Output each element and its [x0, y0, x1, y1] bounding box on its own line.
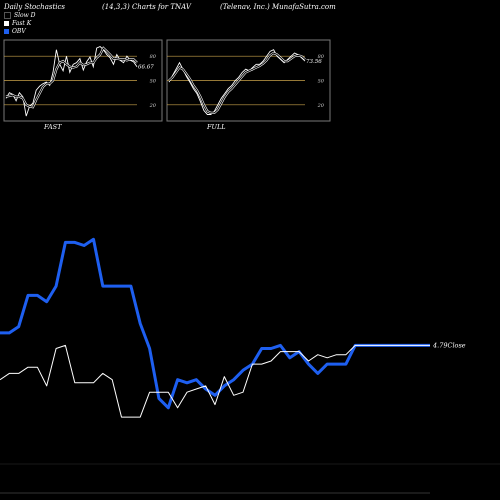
- series-line-slow-d-fast: [5, 47, 138, 108]
- tick-label-full: 20: [317, 103, 325, 109]
- legend-label-fast-k: Fast K: [12, 20, 32, 27]
- legend-item-slow-d: Slow D: [4, 12, 36, 19]
- legend-label-slow-d: Slow D: [14, 12, 36, 19]
- tick-label-full: 50: [318, 79, 325, 85]
- series-line-close: [0, 344, 430, 418]
- panel-full: 80 50 20 73.56 FULL: [166, 39, 331, 131]
- legend-swatch-obv: [4, 29, 9, 34]
- tick-label-fast: 20: [149, 103, 157, 109]
- legend-item-obv: OBV: [4, 28, 26, 35]
- panel-fast: 80 50 20 66.67 FAST: [3, 39, 163, 131]
- last-value-label-close: 4.79Close: [432, 341, 466, 349]
- legend-item-fast-k: Fast K: [4, 20, 31, 27]
- chart-header-mid: (14,3,3) Charts for TNAV: [102, 3, 191, 11]
- tick-label-fast: 80: [150, 54, 157, 60]
- price-obv-chart: 4.79Close: [0, 237, 500, 494]
- legend-swatch-slow-d: [4, 12, 11, 19]
- chart-header-left: Daily Stochastics: [4, 3, 66, 11]
- tick-label-fast: 50: [150, 79, 157, 85]
- series-line-obv: [0, 237, 430, 410]
- legend-label-obv: OBV: [12, 28, 26, 35]
- last-value-label-full: 73.56: [306, 59, 322, 65]
- panel-title-fast: FAST: [43, 123, 62, 131]
- series-line-fast-k-full: [168, 49, 306, 115]
- panel-title-full: FULL: [206, 123, 226, 131]
- series-line-slow-d-full: [168, 52, 306, 114]
- tick-label-full: 80: [318, 54, 325, 60]
- legend-swatch-fast-k: [4, 21, 9, 26]
- chart-header-right: (Telenav, Inc.) MunafaSutra.com: [220, 3, 336, 11]
- last-value-label-fast: 66.67: [138, 65, 154, 71]
